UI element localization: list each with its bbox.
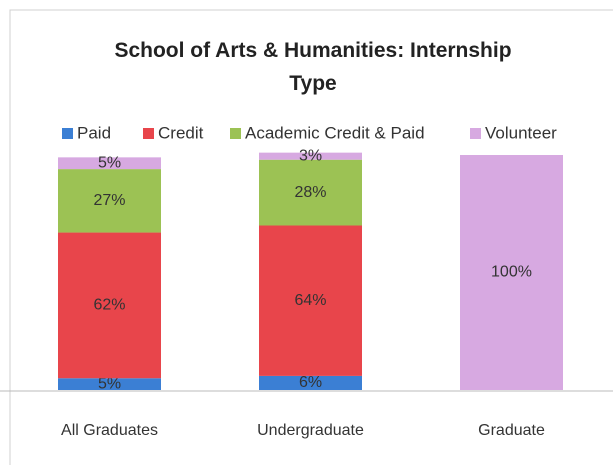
bar-segment	[58, 378, 161, 390]
legend-swatch	[143, 128, 154, 139]
chart-frame	[9, 9, 613, 465]
legend-swatch	[62, 128, 73, 139]
data-label: 5%	[98, 154, 121, 171]
legend-swatch	[230, 128, 241, 139]
x-tick-label: All Graduates	[61, 422, 158, 439]
data-label: 100%	[491, 264, 532, 281]
legend-label: Paid	[77, 123, 111, 142]
chart-title: School of Arts & Humanities: Internship …	[114, 39, 512, 95]
legend-label: Volunteer	[485, 123, 557, 142]
x-tick-label: Undergraduate	[257, 422, 364, 439]
bar-segment	[259, 225, 362, 376]
legend-label: Academic Credit & Paid	[245, 123, 425, 142]
data-label: 64%	[294, 292, 326, 309]
data-label: 62%	[93, 297, 125, 314]
data-label: 28%	[294, 184, 326, 201]
bar-segment	[259, 159, 362, 226]
legend-swatch	[470, 128, 481, 139]
bar-segment	[460, 155, 563, 390]
data-label: 3%	[299, 147, 322, 164]
bar-segment	[259, 375, 362, 390]
x-tick-label: Graduate	[478, 422, 545, 439]
data-label: 5%	[98, 375, 121, 392]
bar-segment	[259, 152, 362, 160]
bar-segment	[58, 169, 161, 233]
legend-label: Credit	[158, 123, 204, 142]
data-label: 6%	[299, 374, 322, 391]
bar-segment	[58, 232, 161, 379]
bar-segment	[58, 157, 161, 170]
data-label: 27%	[93, 192, 125, 209]
